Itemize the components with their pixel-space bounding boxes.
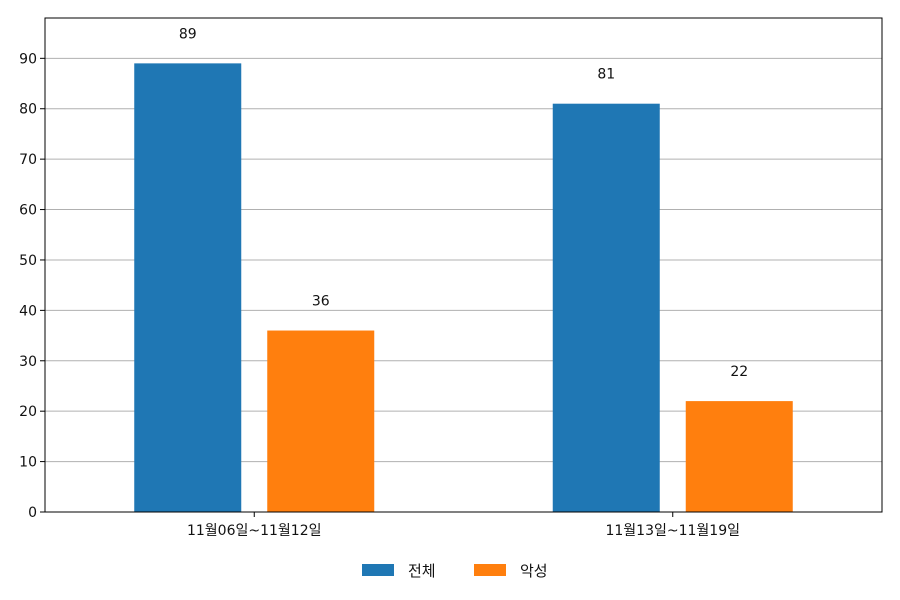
y-tick-label-10: 10 [19, 455, 37, 471]
y-tick-label-70: 70 [19, 152, 37, 168]
legend: 전체 악성 [362, 562, 548, 580]
legend-swatch-전체 [362, 564, 394, 576]
bars [134, 63, 793, 513]
bar-전체-1 [134, 63, 242, 513]
x-axis: 11월06일~11월12일 11월13일~11월19일 [187, 512, 740, 539]
bar-전체-2 [552, 103, 660, 512]
x-tick-label-2: 11월13일~11월19일 [605, 523, 740, 539]
data-labels: 89 36 81 22 [179, 26, 748, 380]
legend-swatch-악성 [474, 564, 506, 576]
data-label-악성-1: 36 [312, 294, 330, 310]
data-label-악성-2: 22 [730, 364, 748, 380]
bar-악성-2 [685, 401, 793, 512]
y-tick-label-90: 90 [19, 51, 37, 67]
bar-악성-1 [267, 330, 375, 512]
legend-label-악성: 악성 [520, 562, 548, 580]
y-tick-label-20: 20 [19, 404, 37, 420]
x-tick-label-1: 11월06일~11월12일 [187, 523, 322, 539]
data-label-전체-2: 81 [597, 67, 615, 83]
y-tick-label-60: 60 [19, 203, 37, 219]
legend-label-전체: 전체 [408, 562, 436, 580]
y-tick-label-30: 30 [19, 354, 37, 370]
y-tick-label-0: 0 [28, 505, 37, 521]
plot-frame [44, 17, 883, 513]
data-label-전체-1: 89 [179, 26, 197, 42]
y-tick-label-80: 80 [19, 102, 37, 118]
y-axis: 0 10 20 30 40 50 60 70 80 90 [19, 51, 45, 521]
y-tick-label-40: 40 [19, 303, 37, 319]
y-tick-label-50: 50 [19, 253, 37, 269]
